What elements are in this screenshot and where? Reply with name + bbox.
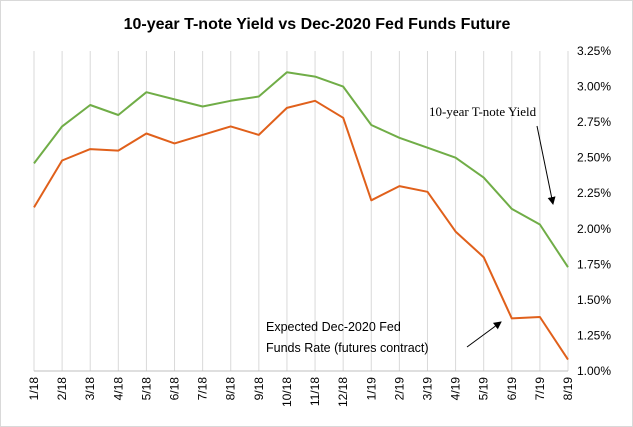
x-tick-label: 1/19 (364, 377, 378, 401)
y-tick-label: 2.00% (577, 222, 611, 236)
x-tick-label: 4/19 (449, 377, 463, 401)
x-tick-label: 9/18 (252, 377, 266, 401)
y-tick-label: 1.75% (577, 257, 611, 271)
series-line-tnote-yield (33, 71, 569, 268)
x-tick-label: 4/18 (111, 377, 125, 401)
y-tick-label: 1.25% (577, 328, 611, 342)
x-axis-ticks: 1/18 2/18 3/18 4/18 5/18 6/18 7/18 8/18 9/18 10/1… (27, 377, 575, 407)
x-tick-label: 7/18 (196, 377, 210, 401)
x-tick-label: 6/19 (505, 377, 519, 401)
y-tick-label: 1.00% (577, 364, 611, 378)
y-axis-ticks: 1.00% 1.25% 1.50% 1.75% 2.00% 2.25% 2.50% 2.75%… (577, 44, 611, 378)
x-tick-label: 7/19 (533, 377, 547, 401)
y-tick-label: 2.50% (577, 151, 611, 165)
series-line-fed-funds-future (33, 99, 569, 361)
x-tick-label: 2/19 (392, 377, 406, 401)
x-tick-label: 2/18 (55, 377, 69, 401)
annotation-tnote: 10-year T-note Yield (429, 104, 537, 119)
y-tick-label: 2.75% (577, 115, 611, 129)
annotation-fedfunds-line1: Expected Dec-2020 Fed (266, 320, 401, 334)
y-tick-label: 3.00% (577, 80, 611, 94)
x-tick-label: 3/19 (420, 377, 434, 401)
x-tick-label: 11/18 (308, 377, 322, 406)
annotation-tnote-arrow (536, 125, 556, 205)
chart-title: 10-year T-note Yield vs Dec-2020 Fed Fun… (124, 16, 511, 33)
annotation-fedfunds-line2: Funds Rate (futures contract) (266, 341, 429, 355)
x-tick-label: 5/19 (477, 377, 491, 401)
x-tick-label: 12/18 (336, 377, 350, 407)
annotation-fedfunds-arrow (466, 321, 502, 348)
y-tick-label: 1.50% (577, 293, 611, 307)
x-tick-label: 5/18 (139, 377, 153, 401)
y-tick-label: 2.25% (577, 186, 611, 200)
x-tick-label: 6/18 (168, 377, 182, 401)
y-tick-label: 3.25% (577, 44, 611, 58)
x-tick-label: 10/18 (280, 377, 294, 407)
series-lines (33, 71, 569, 361)
x-tick-label: 8/19 (561, 377, 575, 401)
annotations: 10-year T-note Yield Expected Dec-2020 F… (266, 104, 556, 355)
x-tick-label: 1/18 (27, 377, 41, 401)
x-tick-label: 3/18 (83, 377, 97, 401)
grid-lines (33, 51, 569, 372)
x-tick-label: 8/18 (224, 377, 238, 401)
